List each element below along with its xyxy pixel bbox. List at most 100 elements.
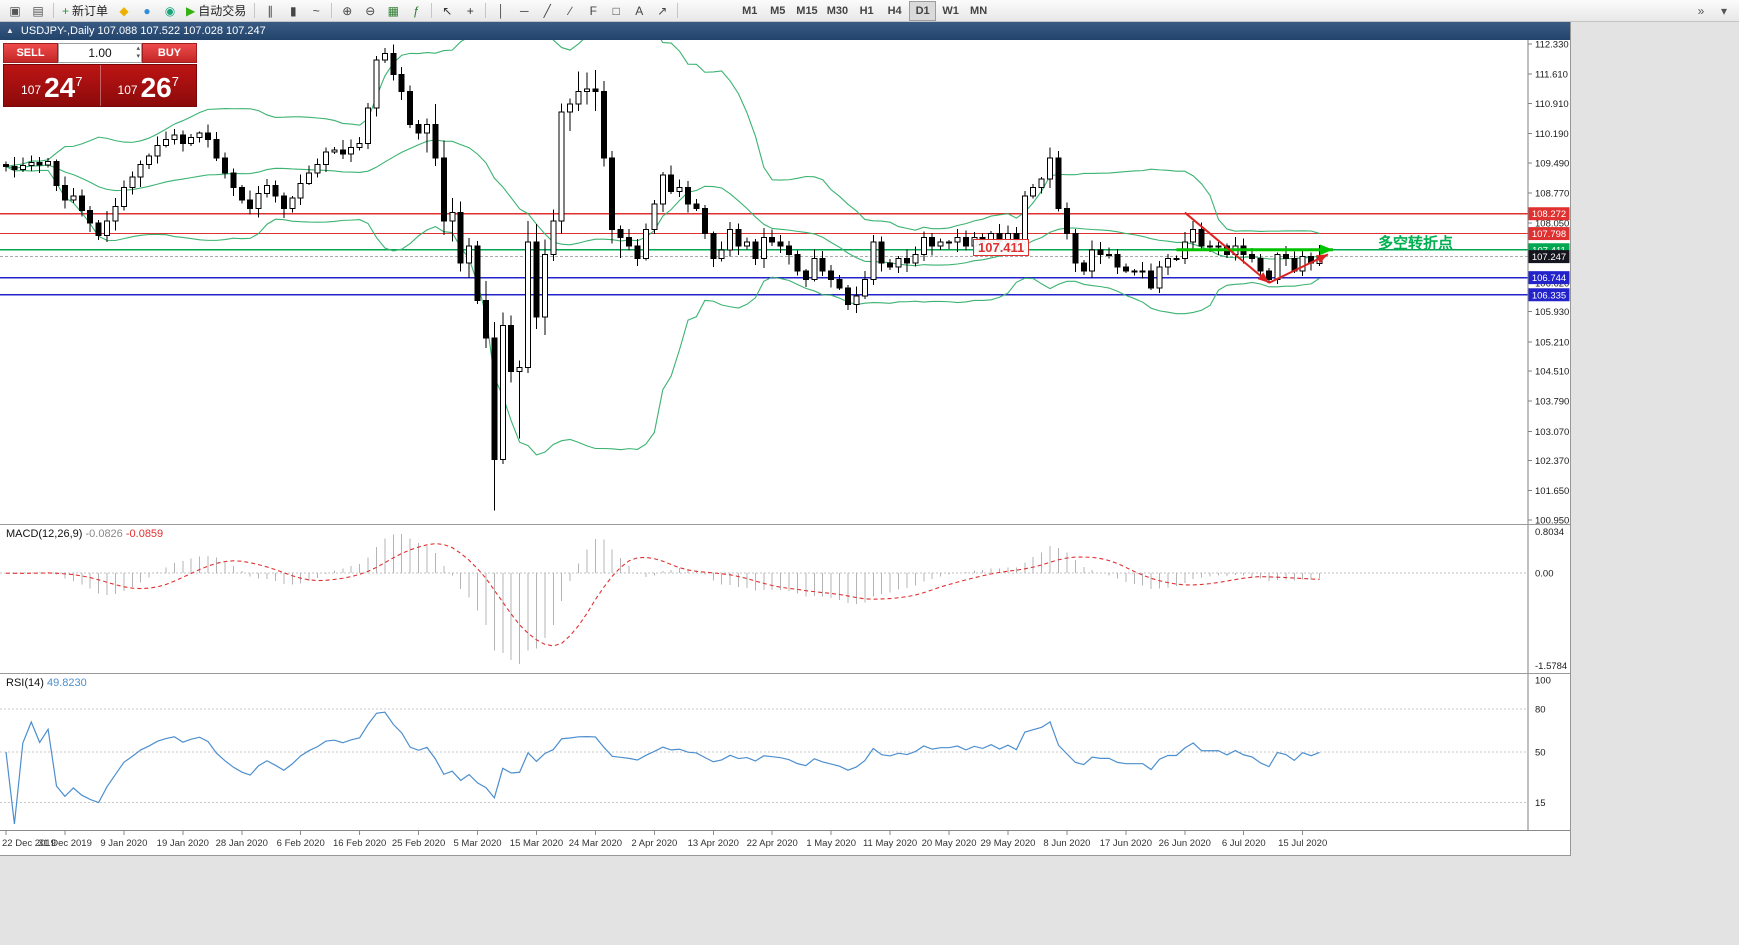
fibonacci-button[interactable]: F [582, 1, 604, 21]
signals-button[interactable]: ◉ [159, 1, 181, 21]
volume-decrease-button[interactable]: ▾ [136, 53, 140, 60]
timeframe-w1-button[interactable]: W1 [937, 1, 964, 21]
zoom-out-button[interactable]: ⊖ [359, 1, 381, 21]
toolbar-group: ⊕ ⊖ ▦ ƒ [336, 1, 427, 21]
equidistant-channel-button[interactable]: ∕ [559, 1, 581, 21]
cursor-button[interactable]: ↖ [436, 1, 458, 21]
svg-text:2 Apr 2020: 2 Apr 2020 [631, 838, 677, 849]
vertical-line-icon: │ [497, 3, 506, 18]
svg-text:110.190: 110.190 [1535, 129, 1569, 140]
timeframe-m5-button[interactable]: M5 [764, 1, 791, 21]
timeframe-m1-button[interactable]: M1 [736, 1, 763, 21]
timeframe-h4-button[interactable]: H4 [881, 1, 908, 21]
crosshair-button[interactable]: + [459, 1, 481, 21]
time-axis[interactable]: 22 Dec 2019 31 Dec 2019 9 Jan 2020 19 Jan 2… [0, 830, 1570, 855]
svg-text:8 Jun 2020: 8 Jun 2020 [1043, 838, 1090, 849]
svg-text:24 Mar 2020: 24 Mar 2020 [569, 838, 622, 849]
vertical-line-button[interactable]: │ [490, 1, 512, 21]
candlestick-chart-icon: ▮ [289, 3, 297, 18]
horizontal-line-button[interactable]: ─ [513, 1, 535, 21]
timeframe-mn-button[interactable]: MN [965, 1, 992, 21]
indicators-icon: ƒ [412, 3, 420, 18]
quote-display: 107 24 7 107 26 7 [3, 64, 197, 107]
rsi-splitter[interactable] [0, 673, 1570, 674]
autotrading-button[interactable]: ▶ 自动交易 [182, 1, 250, 21]
toolbar-group: ∥ ▮ ~ [259, 1, 327, 21]
svg-text:29 May 2020: 29 May 2020 [981, 838, 1036, 849]
price-callout-label[interactable]: 107.411 [973, 239, 1030, 256]
svg-text:103.070: 103.070 [1535, 427, 1569, 438]
svg-text:108.050: 108.050 [1535, 219, 1569, 230]
toolbar-group: ↖ + [436, 1, 481, 21]
indicators-button[interactable]: ƒ [405, 1, 427, 21]
volume-increase-button[interactable]: ▴ [136, 45, 140, 52]
bid-big-figure: 107 [21, 83, 42, 97]
svg-text:0.8034: 0.8034 [1535, 527, 1564, 538]
profiles-button[interactable]: ▤ [27, 1, 49, 21]
svg-text:16 Feb 2020: 16 Feb 2020 [333, 838, 386, 849]
svg-text:100.950: 100.950 [1535, 516, 1569, 525]
timeframe-d1-button[interactable]: D1 [909, 0, 937, 21]
sell-button[interactable]: SELL [3, 43, 58, 63]
shapes-button[interactable]: □ [605, 1, 627, 21]
text-button[interactable]: A [628, 1, 650, 21]
bid-pipette: 7 [75, 74, 83, 89]
rsi-chart-svg[interactable]: 100 80 50 15 [0, 674, 1570, 830]
svg-text:0.00: 0.00 [1535, 569, 1554, 580]
svg-text:108.272: 108.272 [1532, 209, 1566, 220]
toolbar-expand-button[interactable]: » [1690, 1, 1712, 21]
macd-panel: 0.8034 0.00 -1.5784 MACD(12,26,9) -0.0826 … [0, 525, 1570, 673]
turning-point-label[interactable]: 多空转折点 [1378, 235, 1454, 252]
svg-text:108.770: 108.770 [1535, 188, 1569, 199]
timeframe-m30-button[interactable]: M30 [823, 1, 852, 21]
toolbar-group: + 新订单 ◆ ● ◉ ▶ 自动交易 [58, 1, 250, 21]
arrow-tool-button[interactable]: ↗ [651, 1, 673, 21]
line-chart-button[interactable]: ~ [305, 1, 327, 21]
bar-chart-button[interactable]: ∥ [259, 1, 281, 21]
text-icon: A [635, 3, 644, 18]
trade-panel-toggle-icon[interactable]: ▲ [6, 26, 14, 35]
rsi-label: RSI(14) 49.8230 [6, 677, 87, 689]
metaquotes-button[interactable]: ◆ [113, 1, 135, 21]
metaquotes-icon: ◆ [119, 3, 129, 18]
timeframe-h1-button[interactable]: H1 [853, 1, 880, 21]
market-button[interactable]: ● [136, 1, 158, 21]
volume-field[interactable]: 1.00 ▴ ▾ [58, 43, 142, 63]
crosshair-icon: + [466, 3, 474, 18]
bid-quote: 107 24 7 [4, 65, 100, 106]
candlestick-chart-button[interactable]: ▮ [282, 1, 304, 21]
svg-text:50: 50 [1535, 748, 1546, 759]
new-chart-button[interactable]: ▣ [4, 1, 26, 21]
tile-windows-button[interactable]: ▦ [382, 1, 404, 21]
svg-text:107.798: 107.798 [1532, 229, 1566, 240]
toolbar-group: ▣ ▤ [4, 1, 49, 21]
chart-title-bar: ▲ USDJPY-,Daily 107.088 107.522 107.028 … [0, 22, 1570, 40]
toolbar: ▣ ▤ + 新订单 ◆ ● ◉ ▶ 自动交易 ∥ ▮ ~ ⊕ ⊖ ▦ ƒ ↖ + │ ─ ╱ ∕ F □ A ↗ M1 M5 M15 M3… [0, 0, 1739, 22]
bid-pips: 24 [44, 72, 76, 103]
arrow-tool-icon: ↗ [657, 3, 668, 18]
svg-text:105.930: 105.930 [1535, 307, 1569, 318]
trendline-button[interactable]: ╱ [536, 1, 558, 21]
market-icon: ● [143, 3, 151, 18]
macd-signal-value: -0.0859 [125, 528, 164, 540]
toolbar-options-icon: ▾ [1720, 3, 1728, 18]
macd-splitter[interactable] [0, 524, 1570, 525]
svg-text:106.744: 106.744 [1532, 273, 1566, 284]
zoom-in-button[interactable]: ⊕ [336, 1, 358, 21]
svg-text:19 Jan 2020: 19 Jan 2020 [157, 838, 209, 849]
svg-text:-1.5784: -1.5784 [1535, 661, 1567, 672]
toolbar-separator [254, 3, 256, 18]
new-order-button[interactable]: + 新订单 [58, 1, 112, 21]
svg-text:20 May 2020: 20 May 2020 [922, 838, 977, 849]
macd-chart-svg[interactable]: 0.8034 0.00 -1.5784 [0, 525, 1570, 673]
timeframe-m15-button[interactable]: M15 [792, 1, 821, 21]
toolbar-options-button[interactable]: ▾ [1713, 1, 1735, 21]
macd-name: MACD(12,26,9) [6, 528, 83, 540]
toolbar-group: │ ─ ╱ ∕ F □ A ↗ [490, 1, 673, 21]
main-chart-svg[interactable]: 112.330 111.610 110.910 110.190 109.490 108.7… [0, 40, 1570, 524]
svg-text:11 May 2020: 11 May 2020 [863, 838, 917, 849]
rsi-panel: 100 80 50 15 RSI(14) 49.8230 [0, 674, 1570, 830]
svg-text:15 Mar 2020: 15 Mar 2020 [510, 838, 563, 849]
buy-button[interactable]: BUY [142, 43, 197, 63]
